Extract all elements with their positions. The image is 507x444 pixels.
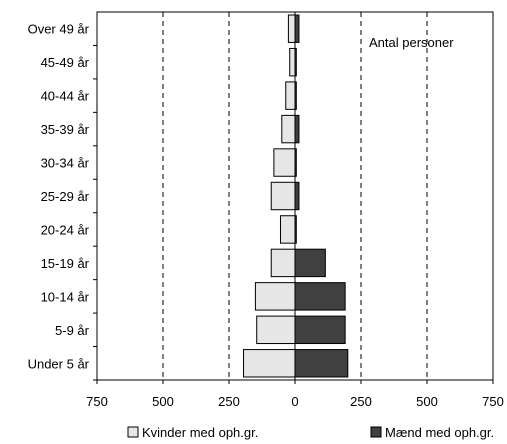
annotation-antal-personer: Antal personer [369, 35, 454, 50]
x-tick-label: 750 [86, 394, 108, 409]
x-tick-label: 750 [482, 394, 504, 409]
bar-female-7 [281, 114, 296, 144]
bar-male-3 [294, 248, 326, 278]
x-tick-label: 500 [416, 394, 438, 409]
category-label: 10-14 år [41, 289, 90, 304]
bar-female-10 [287, 14, 296, 43]
bar-male-2 [294, 282, 346, 311]
bar-female-1 [256, 315, 296, 345]
x-tick-label: 250 [218, 394, 240, 409]
bar-female-9 [289, 47, 296, 77]
legend: Kvinder med oph.gr. Mænd med oph.gr. [127, 425, 494, 440]
category-label: 25-29 år [41, 189, 90, 204]
x-tick-label: 500 [152, 394, 174, 409]
legend-swatch [127, 426, 139, 438]
category-labels: Under 5 år 5-9 år 10-14 år 15-19 år 20-24 år… [28, 22, 97, 381]
bar-male-10 [294, 14, 300, 43]
bar-female-5 [270, 181, 296, 211]
x-tick-labels: 750 500 250 0 250 500 750 [86, 380, 504, 409]
bar-female-0 [243, 349, 296, 378]
category-label: 35-39 år [41, 122, 90, 137]
bar-female-6 [273, 148, 296, 177]
x-tick-label: 250 [350, 394, 372, 409]
bar-female-2 [254, 282, 296, 311]
category-label: 45-49 år [41, 55, 90, 70]
category-label: 20-24 år [41, 222, 90, 237]
bar-male-6 [294, 148, 297, 177]
bar-male-4 [294, 215, 297, 244]
category-label: Over 49 år [28, 22, 90, 37]
bar-female-8 [285, 81, 296, 110]
legend-label: Kvinder med oph.gr. [142, 425, 258, 440]
legend-label: Mænd med oph.gr. [385, 425, 494, 440]
category-label: Under 5 år [28, 356, 90, 371]
legend-swatch [370, 426, 382, 438]
category-label: 30-34 år [41, 156, 90, 171]
category-label: 40-44 år [41, 89, 90, 104]
bar-male-9 [294, 47, 297, 77]
bar-female-3 [270, 248, 296, 278]
category-label: 15-19 år [41, 256, 90, 271]
category-label: 5-9 år [55, 323, 90, 338]
bar-male-5 [294, 181, 300, 211]
bars [243, 14, 349, 378]
bar-male-1 [294, 315, 346, 345]
bar-female-4 [279, 215, 296, 244]
bar-male-8 [294, 81, 297, 110]
x-tick-label: 0 [291, 394, 298, 409]
bar-male-0 [294, 349, 349, 378]
bar-male-7 [294, 114, 300, 144]
